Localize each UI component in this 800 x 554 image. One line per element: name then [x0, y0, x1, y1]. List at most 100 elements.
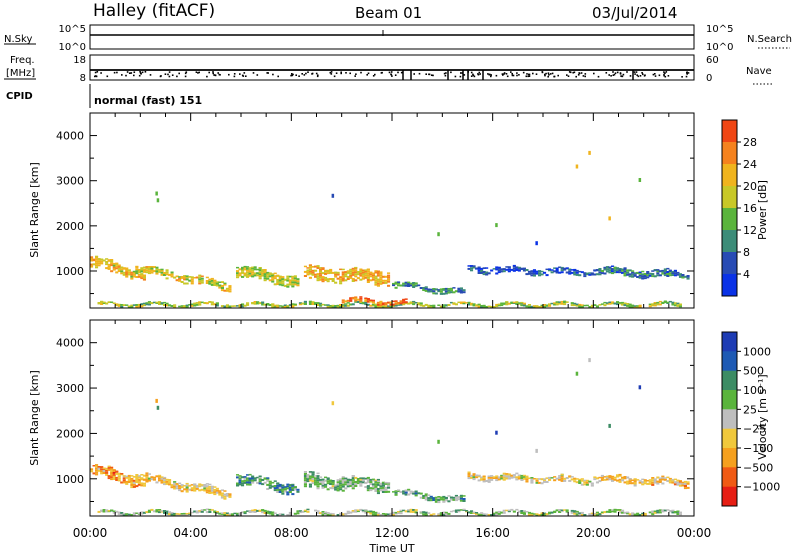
data-cell	[643, 479, 647, 481]
data-cell	[95, 469, 99, 472]
data-cell	[477, 474, 481, 477]
data-cell	[170, 273, 174, 276]
data-cell	[122, 513, 126, 516]
data-cell	[218, 512, 222, 515]
data-cell	[195, 303, 199, 306]
data-cell	[173, 304, 177, 306]
colorbar-tick-label: 1000	[743, 345, 771, 358]
data-cell	[555, 303, 559, 306]
data-cell	[439, 288, 443, 290]
data-cell	[507, 268, 511, 271]
data-cell	[334, 271, 338, 274]
data-cell	[495, 511, 499, 514]
data-cell	[278, 279, 282, 282]
data-cell	[387, 513, 391, 515]
data-cell	[147, 268, 151, 270]
colorbar-tick-label: 20	[743, 180, 757, 193]
data-cell	[334, 486, 338, 489]
data-cell	[205, 282, 209, 284]
data-cell	[487, 475, 491, 477]
data-cell	[611, 265, 615, 267]
data-cell	[195, 487, 199, 490]
data-cell	[117, 479, 121, 482]
data-cell	[444, 292, 448, 295]
data-cell	[291, 303, 295, 305]
data-cell	[502, 268, 506, 271]
data-cell	[349, 274, 353, 277]
data-cell	[137, 269, 141, 271]
data-cell	[165, 273, 169, 276]
data-cell	[578, 479, 582, 482]
data-cell	[369, 279, 373, 282]
colorbar-tick-label: 28	[743, 136, 757, 149]
data-cell	[349, 482, 353, 485]
data-cell	[190, 303, 194, 305]
nave-dot	[317, 74, 319, 77]
data-cell	[407, 509, 411, 511]
data-cell	[339, 282, 343, 285]
data-cell	[638, 272, 642, 275]
data-cell	[520, 474, 524, 477]
data-cell	[200, 281, 204, 284]
data-cell	[132, 479, 136, 482]
data-cell	[180, 514, 184, 516]
data-cell	[125, 269, 129, 272]
data-cell	[472, 511, 476, 514]
nave-dot	[663, 73, 665, 76]
nave-dot	[501, 73, 504, 75]
data-cell	[253, 274, 257, 277]
data-cell	[223, 512, 227, 514]
data-cell	[621, 479, 625, 482]
data-cell	[339, 486, 343, 489]
data-cell	[530, 481, 534, 484]
data-cell	[527, 270, 531, 273]
data-cell	[351, 278, 355, 280]
data-cell	[510, 476, 514, 479]
nave-dot	[593, 72, 595, 75]
data-cell	[392, 303, 396, 306]
data-cell	[366, 268, 370, 270]
data-cell	[490, 306, 494, 308]
nave-dot	[418, 72, 421, 75]
data-cell	[205, 302, 209, 305]
data-cell	[339, 482, 343, 485]
data-cell	[251, 479, 255, 482]
nave-dot	[307, 71, 309, 73]
data-cell	[530, 305, 534, 308]
data-cell	[374, 271, 378, 274]
data-cell	[208, 280, 212, 283]
data-cell	[349, 511, 353, 514]
data-cell	[548, 511, 552, 514]
data-cell	[545, 481, 549, 483]
nave-dot	[472, 74, 475, 77]
data-cell	[311, 478, 315, 480]
data-cell	[228, 495, 232, 498]
data-cell	[515, 269, 519, 271]
data-cell	[293, 488, 297, 491]
data-cell	[306, 474, 310, 476]
data-cell	[319, 268, 323, 271]
data-cell	[359, 480, 363, 483]
data-cell	[185, 275, 189, 277]
data-cell	[457, 509, 461, 511]
data-cell	[452, 287, 456, 289]
data-cell	[563, 268, 567, 271]
data-cell	[165, 512, 169, 515]
data-cell	[381, 514, 385, 516]
data-cell	[369, 481, 373, 483]
nave-dot	[608, 74, 610, 76]
data-cell	[475, 267, 479, 269]
data-cell	[218, 493, 222, 496]
data-cell	[563, 267, 567, 270]
data-cell	[117, 472, 121, 475]
data-cell	[419, 496, 423, 499]
data-cell	[399, 302, 403, 305]
data-cell	[535, 241, 538, 246]
x-tick-label: 12:00	[375, 526, 410, 540]
data-cell	[673, 304, 677, 307]
data-cell	[683, 485, 687, 487]
data-cell	[132, 481, 136, 484]
data-cell	[110, 509, 114, 511]
data-cell	[276, 279, 280, 281]
